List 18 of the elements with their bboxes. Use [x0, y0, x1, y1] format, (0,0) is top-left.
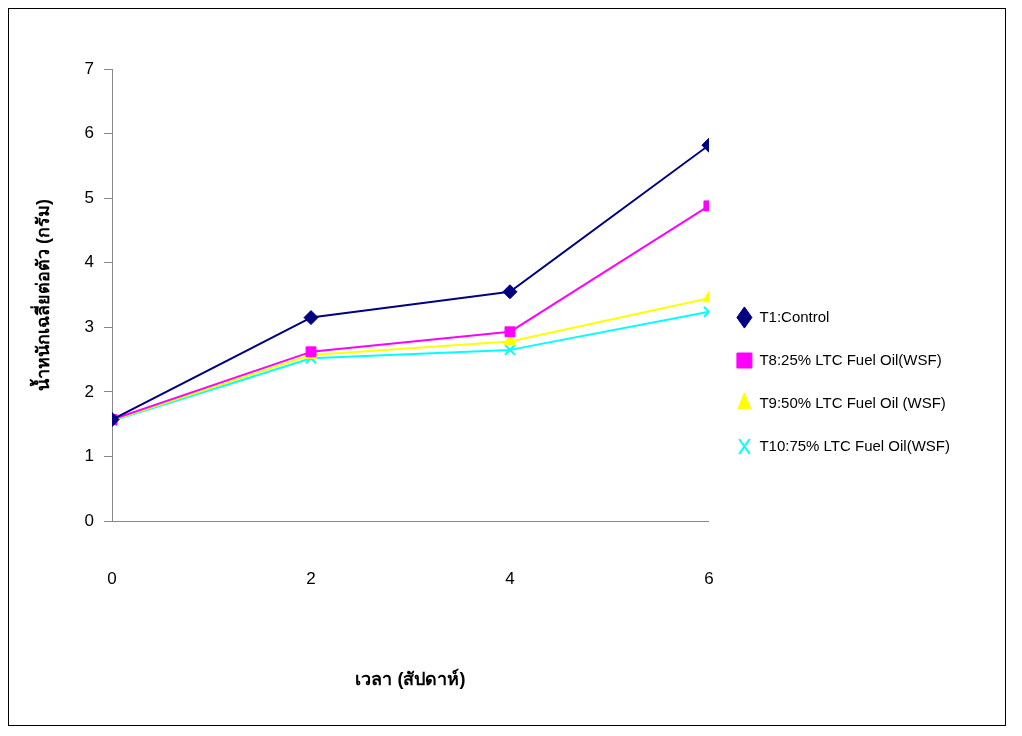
x-tick-label: 0 [107, 568, 117, 588]
x-axis-title: เวลา (สัปดาห์) [355, 668, 466, 690]
y-tick-label: 4 [84, 252, 95, 272]
x-tick-label: 2 [306, 568, 316, 588]
x-tick-label: 6 [704, 568, 714, 588]
legend-label: T1:Control [759, 307, 830, 325]
y-tick-label: 3 [84, 316, 95, 336]
y-axis-title: น้ำหนักเฉลี่ยต่อตัว (กรัม) [28, 199, 53, 391]
y-tick-label: 1 [84, 446, 95, 466]
legend-label: T8:25% LTC Fuel Oil(WSF) [759, 350, 942, 368]
y-tick-label: 7 [84, 58, 95, 78]
y-tick-label: 5 [84, 187, 95, 207]
legend-label: T10:75% LTC Fuel Oil(WSF) [759, 436, 950, 454]
y-tick-label: 6 [84, 123, 95, 143]
y-tick-label: 2 [84, 381, 95, 401]
x-tick-label: 4 [505, 568, 515, 588]
y-tick-label: 0 [84, 510, 95, 530]
legend-label: T9:50% LTC Fuel Oil (WSF) [759, 393, 946, 411]
